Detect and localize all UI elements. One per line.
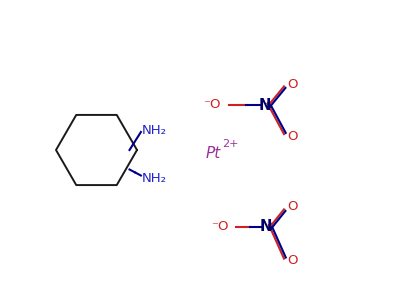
Text: N: N bbox=[258, 98, 271, 112]
Text: ⁻O: ⁻O bbox=[211, 220, 228, 233]
Text: NH₂: NH₂ bbox=[142, 124, 166, 137]
Text: O: O bbox=[287, 77, 298, 91]
Text: N: N bbox=[260, 219, 272, 234]
Text: O: O bbox=[287, 254, 298, 268]
Text: NH₂: NH₂ bbox=[142, 172, 166, 185]
Text: ⁻O: ⁻O bbox=[204, 98, 221, 112]
Text: Pt: Pt bbox=[206, 146, 221, 160]
Text: O: O bbox=[287, 130, 298, 143]
Text: O: O bbox=[287, 200, 298, 214]
Text: 2+: 2+ bbox=[222, 139, 239, 149]
